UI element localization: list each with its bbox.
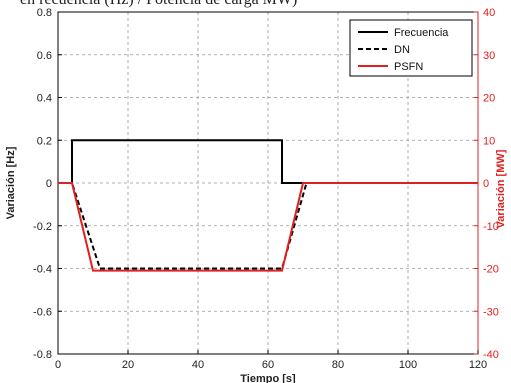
right-tick-label: -40 — [483, 349, 499, 361]
y-tick-label: 0.4 — [37, 93, 52, 105]
x-tick-label: 0 — [55, 359, 61, 371]
y-tick-label: -0.4 — [33, 264, 52, 276]
right-tick-label: 30 — [483, 50, 495, 62]
y-tick-label: -0.6 — [33, 306, 52, 318]
series-lines — [58, 139, 478, 272]
y-axis-ticks: 0.8 0.6 0.4 0.2 0 -0.2 -0.4 -0.6 -0.8 — [33, 7, 62, 361]
x-tick-label: 60 — [262, 359, 274, 371]
legend-label: PSFN — [394, 61, 423, 73]
y-tick-label: 0.8 — [37, 7, 52, 19]
legend: Frecuencia DN PSFN — [349, 19, 473, 77]
legend-label: Frecuencia — [394, 27, 449, 39]
y-tick-label: -0.8 — [33, 349, 52, 361]
y-tick-label: 0 — [46, 178, 52, 190]
right-tick-label: 0 — [483, 178, 489, 190]
y-tick-label: 0.2 — [37, 135, 52, 147]
x-tick-label: 80 — [332, 359, 344, 371]
x-axis-label: Tiempo [s] — [240, 373, 296, 383]
right-tick-label: -20 — [483, 264, 499, 276]
right-tick-label: 10 — [483, 135, 495, 147]
right-tick-label: 40 — [483, 7, 495, 19]
right-tick-label: 20 — [483, 93, 495, 105]
x-tick-label: 40 — [192, 359, 204, 371]
x-tick-label: 20 — [122, 359, 134, 371]
right-axis-ticks: 40 30 20 10 0 -10 -20 -30 -40 — [474, 7, 499, 361]
x-axis-ticks: 0 20 40 60 80 100 120 — [55, 350, 487, 371]
x-tick-label: 120 — [469, 359, 487, 371]
y-axis-label: Variación [Hz] — [5, 146, 17, 219]
right-axis-label: Variación [MW] — [495, 149, 507, 228]
y-tick-label: -0.2 — [33, 221, 52, 233]
x-tick-label: 100 — [399, 359, 417, 371]
caption-fragment: en recuencia (Hz) / Potencia de carga MW… — [20, 0, 297, 9]
series-line-psfn — [58, 182, 478, 272]
right-tick-label: -30 — [483, 306, 499, 318]
y-tick-label: 0.6 — [37, 50, 52, 62]
right-tick-label: -10 — [483, 221, 499, 233]
legend-label: DN — [394, 44, 410, 56]
